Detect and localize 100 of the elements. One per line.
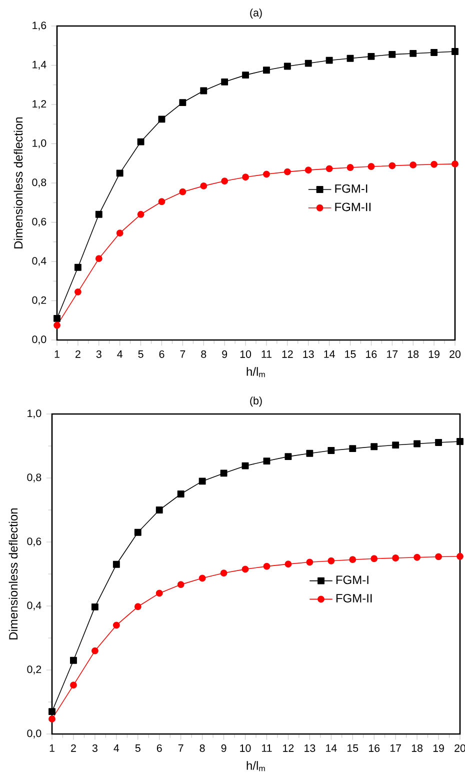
point [74, 288, 82, 296]
point [48, 708, 56, 716]
x-tick-label: 13 [303, 350, 314, 358]
x-tick-label: 9 [221, 744, 226, 752]
y-tick-label: 1,4 [32, 60, 46, 70]
x-tick-label: 6 [159, 350, 164, 358]
point [54, 322, 60, 329]
x-tick-label: 4 [117, 350, 122, 358]
point [91, 647, 98, 654]
point [349, 556, 356, 564]
point [328, 447, 335, 454]
y-tick-label: 0,4 [27, 602, 42, 610]
point [263, 170, 270, 178]
point [346, 164, 354, 171]
point [242, 566, 249, 573]
point [198, 478, 206, 485]
y-tick-label: 0,2 [27, 666, 42, 674]
y-tick-label: 1,6 [32, 22, 46, 30]
point [179, 188, 186, 196]
point [284, 560, 292, 568]
x-tick-label: 8 [201, 350, 206, 358]
point [326, 165, 333, 172]
y-tick-label: 1,0 [32, 139, 46, 148]
x-tick-label: 12 [283, 744, 294, 752]
point [134, 528, 142, 536]
x-tick-label: 20 [450, 350, 461, 358]
x-tick-label: 9 [222, 350, 228, 358]
point [456, 438, 464, 445]
x-tick-label: 2 [76, 350, 80, 358]
point [304, 166, 312, 174]
point [410, 50, 417, 57]
point [284, 62, 291, 70]
point [242, 462, 249, 470]
point [410, 161, 417, 168]
point [349, 445, 356, 452]
point [414, 440, 421, 448]
point [263, 66, 270, 74]
x-tick-label: 10 [240, 350, 252, 358]
point [220, 470, 228, 477]
point [370, 443, 378, 450]
point [220, 570, 228, 577]
x-axis-title: h/l$_{m}$ [246, 367, 265, 378]
x-tick-label: 4 [114, 744, 120, 752]
point [70, 682, 77, 689]
point [137, 138, 144, 146]
point [134, 603, 142, 610]
x-tick-label: 7 [180, 350, 186, 358]
x-tick-label: 16 [368, 744, 380, 752]
y-axis-title: Dimensionless deflection [8, 508, 18, 640]
point [112, 622, 120, 629]
point [326, 56, 333, 64]
point [435, 439, 442, 446]
point [116, 230, 124, 237]
point [156, 590, 163, 597]
x-tick-label: 3 [92, 744, 98, 752]
x-tick-label: 14 [326, 744, 337, 752]
point [304, 60, 312, 67]
y-tick-label: 0,0 [27, 730, 42, 738]
y-tick-label: 1,0 [28, 410, 42, 418]
point [91, 603, 98, 610]
x-tick-label: 14 [324, 350, 335, 358]
point [200, 87, 208, 94]
point [95, 210, 102, 218]
x-tick-label: 19 [428, 350, 440, 358]
point [456, 552, 464, 560]
point [177, 581, 184, 588]
y-tick-label: 0,8 [27, 474, 42, 482]
x-tick-label: 1 [54, 350, 60, 358]
point [158, 198, 166, 206]
point [452, 48, 458, 55]
x-tick-label: 13 [304, 744, 316, 752]
chart-title: (b) [250, 396, 262, 407]
point [306, 450, 314, 457]
legend-label: FGM-I [335, 184, 368, 193]
legend-label: FGM-II [336, 594, 372, 603]
point [414, 554, 421, 561]
point [179, 99, 186, 106]
point [74, 264, 82, 271]
point [392, 554, 400, 562]
point [388, 50, 396, 58]
x-tick-label: 17 [387, 350, 398, 358]
point [137, 210, 144, 218]
point [430, 160, 438, 168]
x-tick-label: 15 [348, 744, 358, 752]
x-tick-label: 8 [200, 744, 205, 752]
x-tick-label: 2 [71, 744, 76, 752]
y-tick-label: 0,6 [27, 538, 42, 546]
point [221, 178, 228, 184]
point [263, 458, 270, 464]
chart-title: (a) [250, 8, 262, 19]
x-tick-label: 16 [366, 350, 377, 358]
point [435, 553, 442, 560]
x-tick-label: 6 [156, 744, 162, 752]
point [284, 453, 292, 460]
x-tick-label: 7 [178, 744, 184, 752]
point [346, 54, 354, 62]
x-tick-label: 5 [135, 744, 140, 752]
y-axis-title: Dimensionless deflection [14, 117, 23, 248]
x-tick-label: 11 [262, 744, 272, 752]
point [368, 163, 375, 170]
